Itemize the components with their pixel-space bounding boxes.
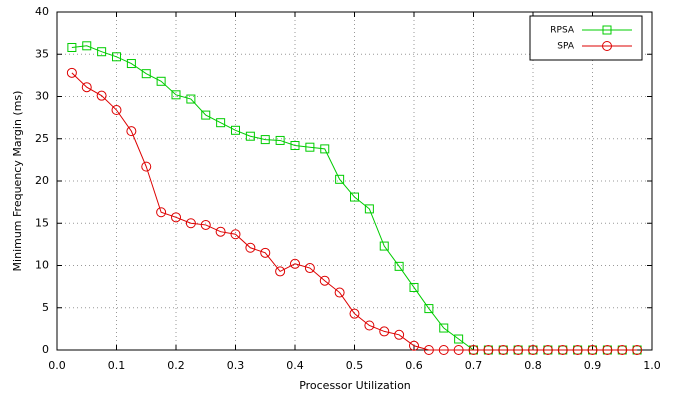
x-tick-label: 1.0	[643, 359, 661, 372]
data-point	[528, 345, 538, 355]
data-point	[513, 345, 524, 355]
data-point	[141, 69, 151, 79]
x-tick-label: 0.1	[108, 359, 126, 372]
x-tick-label: 0.0	[48, 359, 66, 372]
data-point	[409, 282, 419, 292]
data-point	[186, 94, 196, 104]
x-tick-label: 0.6	[405, 359, 423, 372]
y-tick-label: 35	[35, 47, 49, 60]
data-point	[260, 247, 271, 258]
data-point	[617, 345, 628, 355]
legend-marker	[602, 25, 612, 35]
x-tick-label: 0.4	[286, 359, 304, 372]
data-point	[350, 192, 359, 202]
y-tick-label: 20	[35, 174, 49, 187]
data-point	[423, 345, 434, 355]
data-point	[587, 345, 598, 355]
data-point	[439, 323, 449, 333]
data-point	[498, 345, 509, 355]
data-point	[349, 308, 360, 319]
data-point	[319, 275, 330, 286]
data-point	[602, 345, 613, 355]
data-point	[364, 204, 374, 214]
data-point	[320, 144, 330, 154]
data-point	[112, 52, 121, 62]
x-axis-label: Processor Utilization	[299, 379, 411, 392]
data-point	[215, 226, 226, 237]
y-tick-label: 5	[42, 301, 49, 314]
data-point	[185, 218, 196, 229]
data-point	[424, 304, 434, 314]
data-point	[216, 118, 226, 128]
data-point	[438, 345, 449, 355]
data-point	[126, 126, 137, 137]
data-point	[66, 67, 77, 78]
data-point	[230, 229, 241, 240]
data-point	[468, 345, 479, 355]
data-point	[290, 258, 300, 269]
data-point	[572, 345, 583, 355]
data-point	[126, 59, 136, 69]
data-point	[81, 82, 92, 93]
data-point	[82, 41, 92, 51]
legend-marker	[602, 41, 612, 51]
plot-frame	[56, 11, 653, 351]
y-axis-label: Minimum Frequency Margin (ms)	[11, 91, 24, 272]
data-point	[483, 345, 494, 355]
data-point	[171, 212, 181, 223]
data-point	[290, 141, 300, 151]
x-tick-label: 0.8	[524, 359, 542, 372]
data-point	[156, 76, 166, 86]
data-point	[245, 242, 256, 253]
data-point	[96, 90, 107, 101]
data-point	[453, 345, 464, 355]
data-point	[97, 47, 107, 57]
data-point	[394, 329, 405, 340]
data-point	[141, 161, 152, 172]
data-point	[245, 131, 255, 141]
data-point	[304, 263, 315, 274]
x-tick-label: 0.5	[346, 359, 364, 372]
data-point	[557, 345, 568, 355]
x-tick-label: 0.7	[465, 359, 483, 372]
data-point	[379, 326, 390, 337]
y-tick-label: 30	[35, 90, 49, 103]
data-point	[334, 287, 345, 298]
data-point	[542, 345, 553, 355]
y-tick-label: 25	[35, 132, 49, 145]
y-tick-label: 10	[35, 259, 49, 272]
data-point	[632, 345, 643, 355]
data-point	[379, 241, 389, 251]
legend-label: SPA	[557, 42, 575, 52]
data-point	[201, 110, 211, 120]
data-point	[171, 90, 181, 100]
data-point	[364, 320, 375, 331]
y-tick-label: 0	[42, 343, 49, 356]
data-point	[156, 207, 167, 218]
legend-label: RPSA	[550, 26, 575, 36]
data-point	[67, 42, 77, 52]
x-tick-label: 0.9	[584, 359, 602, 372]
y-tick-label: 15	[35, 216, 49, 229]
data-point	[231, 125, 240, 135]
data-point	[260, 135, 270, 145]
x-tick-label: 0.2	[167, 359, 185, 372]
data-point	[305, 142, 315, 152]
data-point	[454, 334, 464, 344]
data-point	[275, 135, 285, 145]
data-point	[394, 261, 404, 271]
data-point	[111, 105, 122, 116]
y-tick-label: 40	[35, 5, 49, 18]
data-point	[200, 219, 211, 230]
data-point	[335, 174, 345, 184]
x-tick-label: 0.3	[227, 359, 245, 372]
legend-frame	[529, 15, 643, 61]
data-point	[275, 266, 286, 277]
data-point	[409, 340, 419, 351]
